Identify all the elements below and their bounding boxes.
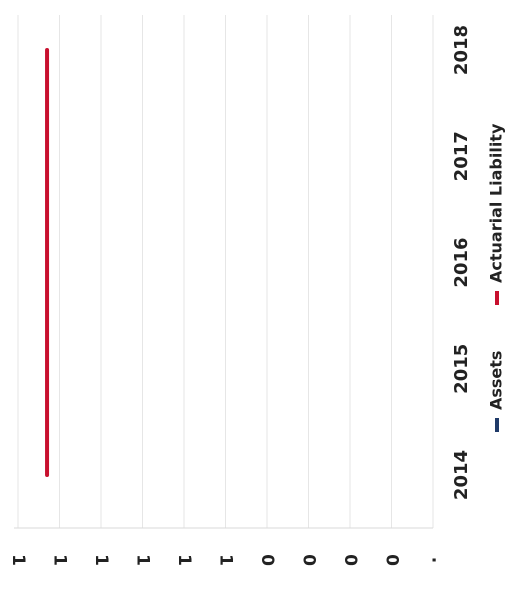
y-tick-label: 0 — [299, 554, 319, 566]
y-tick-label: 0 — [382, 554, 402, 566]
legend-label: Assets — [487, 351, 506, 410]
y-tick-label: · — [423, 557, 443, 563]
x-tick-labels: 2014 2015 2016 2017 2018 — [451, 25, 472, 500]
y-tick-labels: · 0 0 0 0 1 1 1 1 1 1 — [8, 554, 443, 566]
gridlines — [14, 15, 434, 529]
y-tick-label: 1 — [216, 554, 236, 566]
y-tick-label: 1 — [50, 554, 70, 566]
y-tick-label: 1 — [133, 554, 153, 566]
y-tick-label: 1 — [91, 554, 111, 566]
x-tick-label: 2015 — [451, 344, 472, 394]
x-tick-label: 2017 — [451, 131, 472, 181]
y-tick-label: 1 — [8, 554, 28, 566]
y-tick-label: 0 — [257, 554, 277, 566]
legend: Assets Actuarial Liability — [487, 123, 506, 432]
x-tick-label: 2018 — [451, 25, 472, 75]
legend-label: Actuarial Liability — [487, 123, 506, 283]
y-tick-label: 0 — [340, 554, 360, 566]
x-tick-label: 2014 — [451, 450, 472, 500]
y-tick-label: 1 — [174, 554, 194, 566]
x-tick-label: 2016 — [451, 237, 472, 287]
